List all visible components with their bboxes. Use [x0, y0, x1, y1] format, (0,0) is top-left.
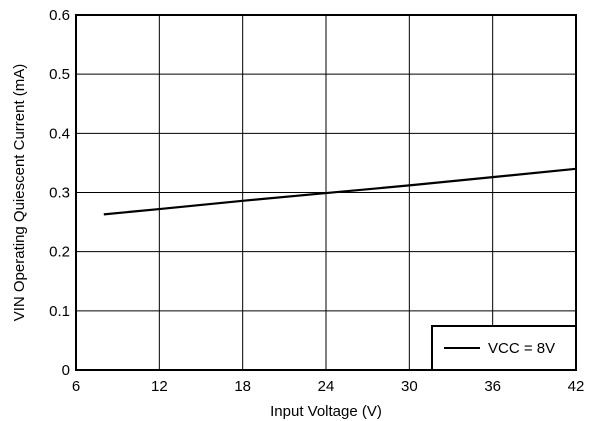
x-tick-label: 18	[234, 378, 251, 395]
legend-label-vcc-8v: VCC = 8V	[488, 340, 555, 357]
series-line-vcc-8v	[103, 167, 577, 216]
y-tick-label: 0.2	[49, 244, 70, 261]
x-tick-labels: 6 12 18 24 30 36 42	[72, 378, 585, 395]
x-tick-label: 6	[72, 378, 80, 395]
y-tick-label: 0.4	[49, 125, 70, 142]
y-tick-label: 0.3	[49, 185, 70, 202]
legend: VCC = 8V	[431, 325, 577, 371]
y-tick-label: 0	[62, 362, 70, 379]
x-tick-label: 24	[318, 378, 335, 395]
y-tick-label: 0.1	[49, 303, 70, 320]
x-tick-label: 30	[401, 378, 418, 395]
series-lines	[103, 167, 577, 216]
x-tick-label: 12	[151, 378, 168, 395]
x-axis-label: Input Voltage (V)	[270, 403, 382, 420]
x-tick-label: 42	[568, 378, 585, 395]
y-tick-labels: 0 0.1 0.2 0.3 0.4 0.5 0.6	[49, 7, 70, 379]
y-tick-label: 0.6	[49, 7, 70, 24]
plot-frame	[75, 14, 577, 371]
x-tick-label: 36	[484, 378, 501, 395]
y-axis-label: VIN Operating Quiescent Current (mA)	[11, 64, 28, 322]
y-tick-label: 0.5	[49, 66, 70, 83]
